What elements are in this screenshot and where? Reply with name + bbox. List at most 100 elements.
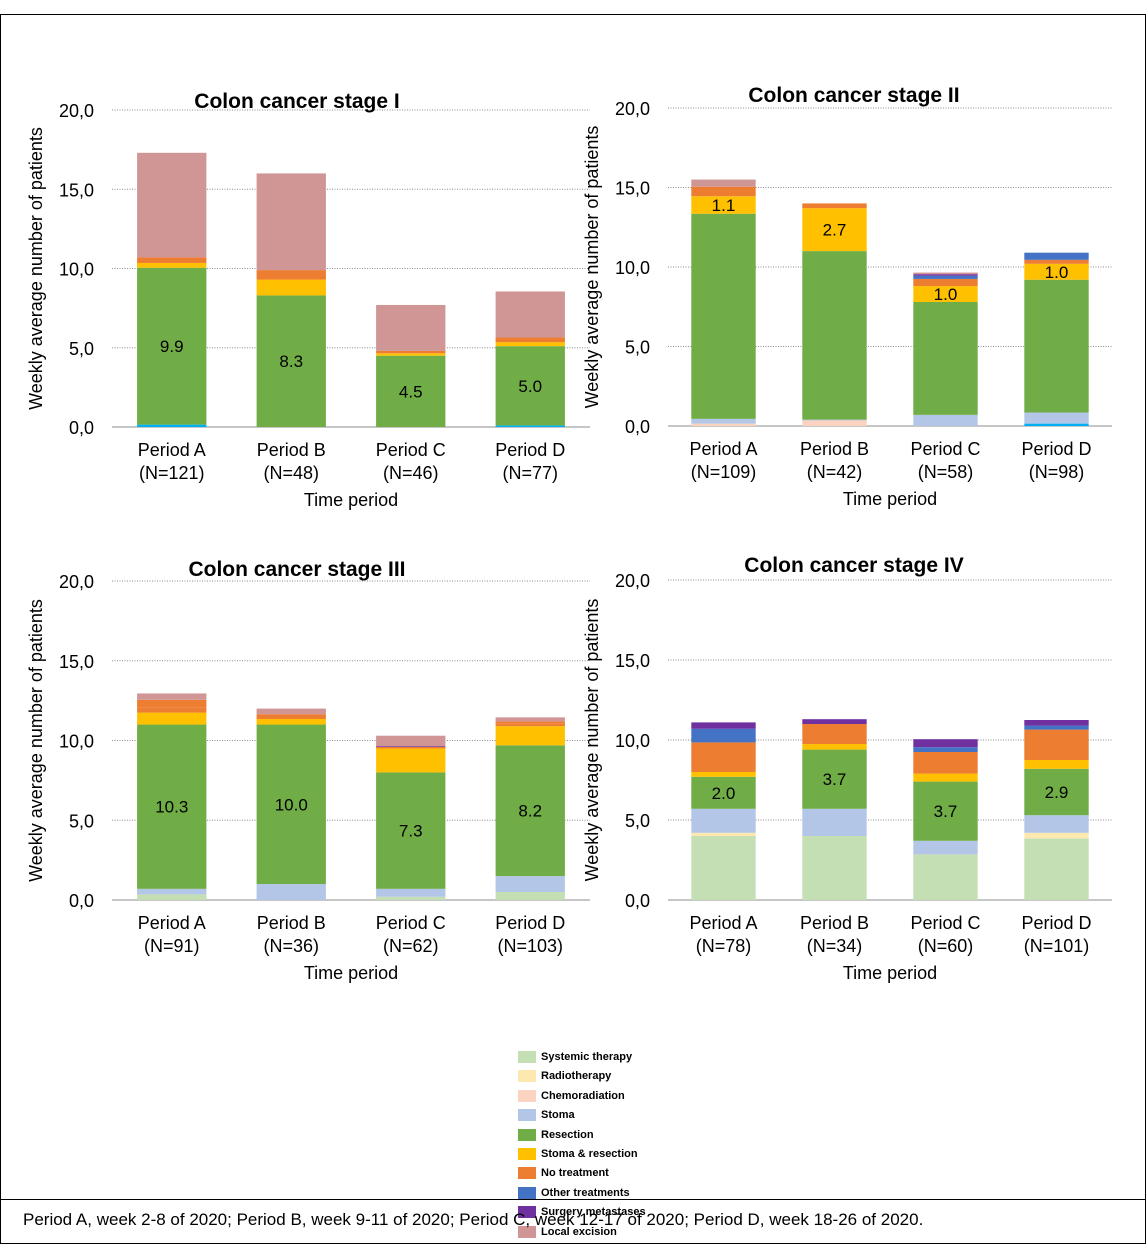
x-axis-title: Time period xyxy=(843,963,937,983)
legend-label: Other treatments xyxy=(541,1186,630,1199)
x-tick-label: (N=42) xyxy=(807,462,863,482)
bar-segment-stoma xyxy=(913,840,978,855)
legend-item: Radiotherapy xyxy=(518,1069,718,1083)
bar-segment-resection xyxy=(691,213,756,419)
bar-segment-local-excision xyxy=(137,693,207,700)
bar-segment-surgery-metastases xyxy=(691,722,756,729)
chart-title: Colon cancer stage IV xyxy=(744,554,963,577)
x-tick-label: (N=62) xyxy=(383,936,439,956)
x-axis-title: Time period xyxy=(843,489,937,509)
legend-label: Systemic therapy xyxy=(541,1051,633,1063)
data-label: 2.7 xyxy=(823,221,847,240)
bar-segment-resection xyxy=(495,745,565,877)
data-label: 4.5 xyxy=(399,382,423,401)
bar-segment-no-treatment xyxy=(137,699,207,708)
y-tick-label: 0,0 xyxy=(625,417,650,437)
bar-segment-systemic-therapy xyxy=(1024,838,1089,900)
bar-segment-no-treatment xyxy=(802,724,867,744)
legend-item: Stoma & resection xyxy=(518,1147,718,1161)
bar-segment-resection xyxy=(495,346,565,426)
bar-segment-no-treatment xyxy=(495,337,565,343)
bar-segment-surgery-metastases xyxy=(1024,720,1089,726)
legend-swatch xyxy=(518,1186,536,1199)
bar-segment-stoma-resection xyxy=(1024,760,1089,769)
bar-segment-stoma xyxy=(137,888,207,895)
bar-segment-local-excision xyxy=(376,735,446,747)
data-label: 7.3 xyxy=(399,822,423,841)
bar-segment-stoma-resection xyxy=(376,748,446,773)
y-axis-title: Weekly average number of patients xyxy=(582,599,602,882)
legend-swatch xyxy=(518,1206,536,1219)
bar-segment-stoma-resection xyxy=(376,353,446,356)
chart-panel-4: 0,0 5,0 10,0 15,0 20,0 2.0 Period A (N=78) 3.7 Pe… xyxy=(582,554,1112,983)
bar-segment-stoma-resection xyxy=(256,279,326,296)
legend-swatch xyxy=(518,1148,536,1160)
x-tick-label: Period B xyxy=(257,440,326,460)
x-axis-title: Time period xyxy=(304,963,398,983)
bar-segment-stoma xyxy=(495,876,565,893)
y-tick-label: 15,0 xyxy=(615,651,650,671)
bar-segment-no-treatment xyxy=(495,723,565,727)
data-label: 2.9 xyxy=(1045,783,1069,802)
y-tick-label: 0,0 xyxy=(69,418,94,438)
bar-segment-local-excision xyxy=(256,173,326,271)
bar-segment-stoma-resection xyxy=(1024,263,1089,280)
x-tick-label: (N=36) xyxy=(263,936,319,956)
data-label: 2.0 xyxy=(712,784,736,803)
bar-segment-stoma-resection xyxy=(137,712,207,725)
legend-label: Radiotherapy xyxy=(541,1070,612,1083)
x-tick-label: Period D xyxy=(1021,913,1091,933)
legend-label: Local excision xyxy=(541,1225,617,1238)
bar-segment-no-treatment xyxy=(495,721,565,724)
bar-segment-no-treatment xyxy=(691,186,756,197)
x-tick-label: (N=48) xyxy=(263,463,319,483)
data-label: 1.1 xyxy=(712,196,736,215)
x-tick-label: Period C xyxy=(376,440,446,460)
x-tick-label: Period D xyxy=(495,913,565,933)
bar-segment-resection xyxy=(913,781,978,841)
bar-segment-stoma xyxy=(691,418,756,424)
bar-segment-no-treatment xyxy=(913,752,978,774)
bar-segment-resection xyxy=(1024,768,1089,816)
bar-segment-systemic-therapy xyxy=(376,896,446,900)
bar-segment-systemic-therapy xyxy=(802,836,867,900)
bar-segment-other-treatments xyxy=(913,747,978,752)
bar-segment-stoma-resection xyxy=(913,773,978,782)
bar-segment-stoma xyxy=(802,419,867,421)
x-tick-label: (N=103) xyxy=(497,936,563,956)
bar-segment-surgery-metastases xyxy=(913,739,978,748)
bar-segment-resection xyxy=(913,301,978,415)
bar-segment-surgery-metastases xyxy=(913,274,978,276)
legend-label: No treatment xyxy=(541,1167,609,1180)
bar-segment-resection xyxy=(802,749,867,809)
legend-swatch xyxy=(518,1051,536,1063)
y-tick-label: 15,0 xyxy=(615,179,650,199)
bar-segment-stoma xyxy=(256,884,326,900)
legend-item: Resection xyxy=(518,1128,718,1142)
bar-segment-other-treatments xyxy=(1024,725,1089,730)
y-tick-label: 5,0 xyxy=(69,339,94,359)
bar-segment-stoma xyxy=(691,808,756,833)
x-tick-label: (N=77) xyxy=(502,463,558,483)
legend-swatch xyxy=(518,1128,536,1141)
x-tick-label: Period D xyxy=(1021,439,1091,459)
bar-segment-resection xyxy=(256,724,326,885)
x-tick-label: (N=98) xyxy=(1029,462,1085,482)
bar-segment-stoma xyxy=(802,808,867,836)
bar-segment-no-treatment xyxy=(256,714,326,719)
bar-segment-local-excision xyxy=(256,708,326,715)
x-tick-label: Period C xyxy=(910,913,980,933)
legend-item: Systemic therapy xyxy=(518,1050,718,1064)
legend-swatch xyxy=(518,1225,536,1238)
x-tick-label: (N=109) xyxy=(691,462,757,482)
bar-segment-other-treatments xyxy=(913,275,978,279)
footer-note: Period A, week 2-8 of 2020; Period B, we… xyxy=(23,1210,924,1229)
legend-item: Local excision xyxy=(518,1225,718,1239)
legend-label: Resection xyxy=(541,1128,594,1141)
x-tick-label: Period B xyxy=(257,913,326,933)
bar-segment-no-treatment xyxy=(256,270,326,280)
bar-segment-no-treatment xyxy=(1024,729,1089,760)
bar-segment-chemoradiation xyxy=(802,420,867,426)
y-tick-label: 5,0 xyxy=(625,338,650,358)
